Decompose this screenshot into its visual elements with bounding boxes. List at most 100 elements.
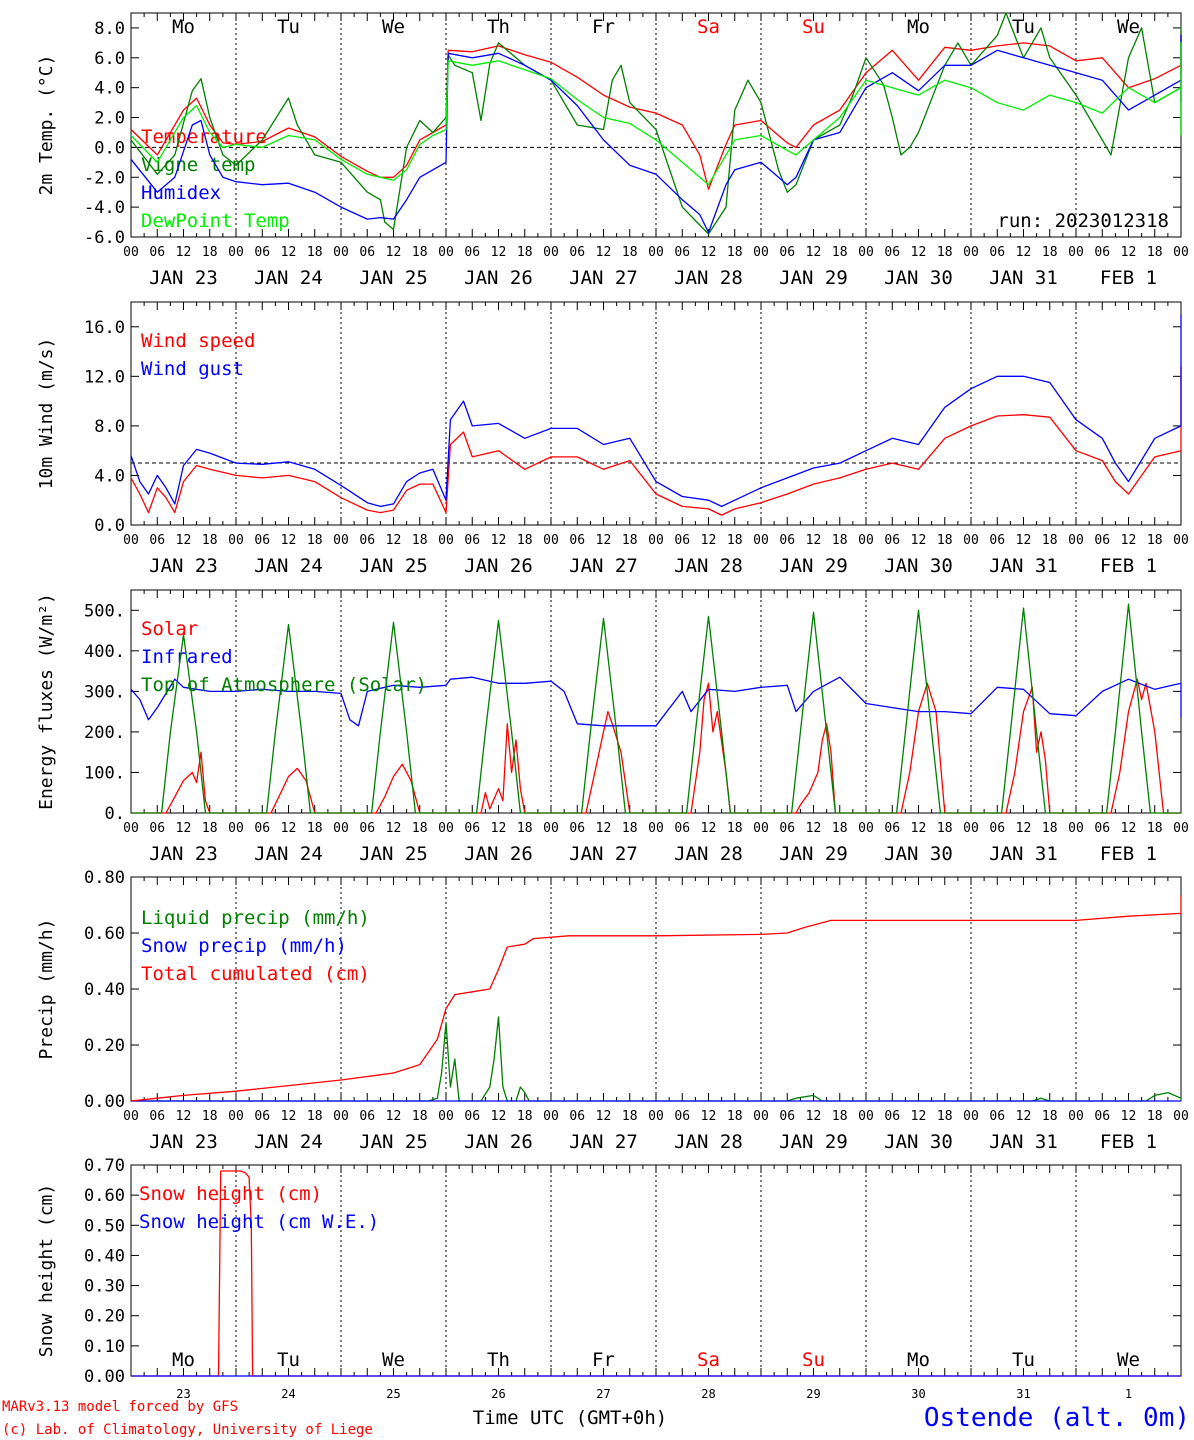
y-tick-label: 0. [105,804,125,824]
y-axis-label: Energy fluxes (W/m²) [36,593,57,810]
date-label: FEB 1 [1100,555,1157,577]
series-line [131,1170,1181,1377]
hour-tick-label: 06 [779,1109,795,1124]
hour-tick-label: 00 [123,245,139,260]
hour-tick-label: 12 [911,245,927,260]
hour-tick-label: 18 [517,533,533,548]
hour-tick-label: 12 [1016,1109,1032,1124]
hour-tick-label: 12 [806,245,822,260]
hour-tick-label: 18 [202,245,218,260]
y-tick-label: 8.0 [94,417,125,437]
weekday-label: Th [487,16,510,38]
hour-tick-label: 18 [517,245,533,260]
credit-line-1: MARv3.13 model forced by GFS [2,1399,238,1415]
hour-tick-label: 06 [359,533,375,548]
y-tick-label: 0.60 [84,1186,125,1206]
hour-tick-label: 00 [1068,1109,1084,1124]
hour-tick-label: 12 [596,821,612,836]
hour-tick-label: 00 [543,1109,559,1124]
hour-tick-label: 00 [228,821,244,836]
weekday-label: Su [802,1349,825,1371]
hour-tick-label: 06 [674,245,690,260]
y-tick-label: 0.80 [84,868,125,888]
weekday-label: Sa [697,1349,720,1371]
date-label: JAN 28 [674,1131,743,1153]
hour-tick-label: 06 [569,1109,585,1124]
hour-tick-label: 18 [307,245,323,260]
hour-tick-label: 18 [517,821,533,836]
hour-tick-label: 18 [832,821,848,836]
hour-tick-label: 18 [517,1109,533,1124]
y-tick-label: 12.0 [84,367,125,387]
hour-tick-label: 06 [989,245,1005,260]
y-tick-label: 0.10 [84,1337,125,1357]
day-number-label: 24 [281,1387,295,1401]
y-tick-label: 0.40 [84,1246,125,1266]
date-label: JAN 24 [254,267,323,289]
hour-tick-label: 00 [753,1109,769,1124]
weekday-label: We [382,16,405,38]
series-line [130,34,1182,234]
date-label: JAN 28 [674,555,743,577]
hour-tick-label: 06 [989,821,1005,836]
hour-tick-label: 00 [333,533,349,548]
hour-tick-label: 12 [806,1109,822,1124]
hour-tick-label: 00 [1068,533,1084,548]
y-tick-label: 0.0 [94,516,125,536]
y-tick-label: 200. [84,723,125,743]
weekday-label: Mo [907,16,930,38]
y-tick-label: -2.0 [84,168,125,188]
hour-tick-label: 18 [202,533,218,548]
y-tick-label: 0.0 [94,138,125,158]
hour-tick-label: 06 [674,1109,690,1124]
date-label: JAN 31 [989,843,1058,865]
weekday-label: Th [487,1349,510,1371]
date-label: JAN 26 [464,843,533,865]
date-label: FEB 1 [1100,1131,1157,1153]
hour-tick-label: 00 [648,821,664,836]
hour-tick-label: 06 [1094,1109,1110,1124]
hour-tick-label: 00 [123,1109,139,1124]
hour-tick-label: 12 [176,821,192,836]
hour-tick-label: 00 [438,821,454,836]
hour-tick-label: 00 [228,533,244,548]
hour-tick-label: 06 [149,245,165,260]
hour-tick-label: 06 [779,245,795,260]
hour-tick-label: 00 [123,821,139,836]
hour-tick-label: 00 [1173,533,1189,548]
hour-tick-label: 12 [911,533,927,548]
weekday-label: Sa [697,16,720,38]
hour-tick-label: 06 [779,821,795,836]
hour-tick-label: 00 [753,821,769,836]
hour-tick-label: 18 [937,245,953,260]
weekday-label: Tu [1012,16,1035,38]
hour-tick-label: 12 [1121,533,1137,548]
date-label: JAN 31 [989,555,1058,577]
date-label: JAN 26 [464,1131,533,1153]
hour-tick-label: 06 [149,1109,165,1124]
y-tick-label: -6.0 [84,228,125,248]
y-tick-label: 2.0 [94,109,125,129]
y-axis-label: 10m Wind (m/s) [36,338,57,490]
weekday-label: Fr [592,16,615,38]
hour-tick-label: 12 [281,245,297,260]
hour-tick-label: 00 [648,245,664,260]
date-label: JAN 27 [569,843,638,865]
hour-tick-label: 18 [832,1109,848,1124]
hour-tick-label: 06 [464,245,480,260]
hour-tick-label: 00 [438,533,454,548]
weekday-label: Mo [907,1349,930,1371]
hour-tick-label: 00 [753,245,769,260]
day-number-label: 29 [806,1387,820,1401]
date-label: JAN 29 [779,1131,848,1153]
legend-entry: Temperature [141,126,267,148]
hour-tick-label: 18 [937,1109,953,1124]
y-tick-label: -4.0 [84,198,125,218]
hour-tick-label: 12 [701,1109,717,1124]
hour-tick-label: 06 [989,1109,1005,1124]
hour-tick-label: 06 [359,821,375,836]
hour-tick-label: 18 [307,533,323,548]
hour-tick-label: 00 [858,533,874,548]
hour-tick-label: 18 [1147,821,1163,836]
